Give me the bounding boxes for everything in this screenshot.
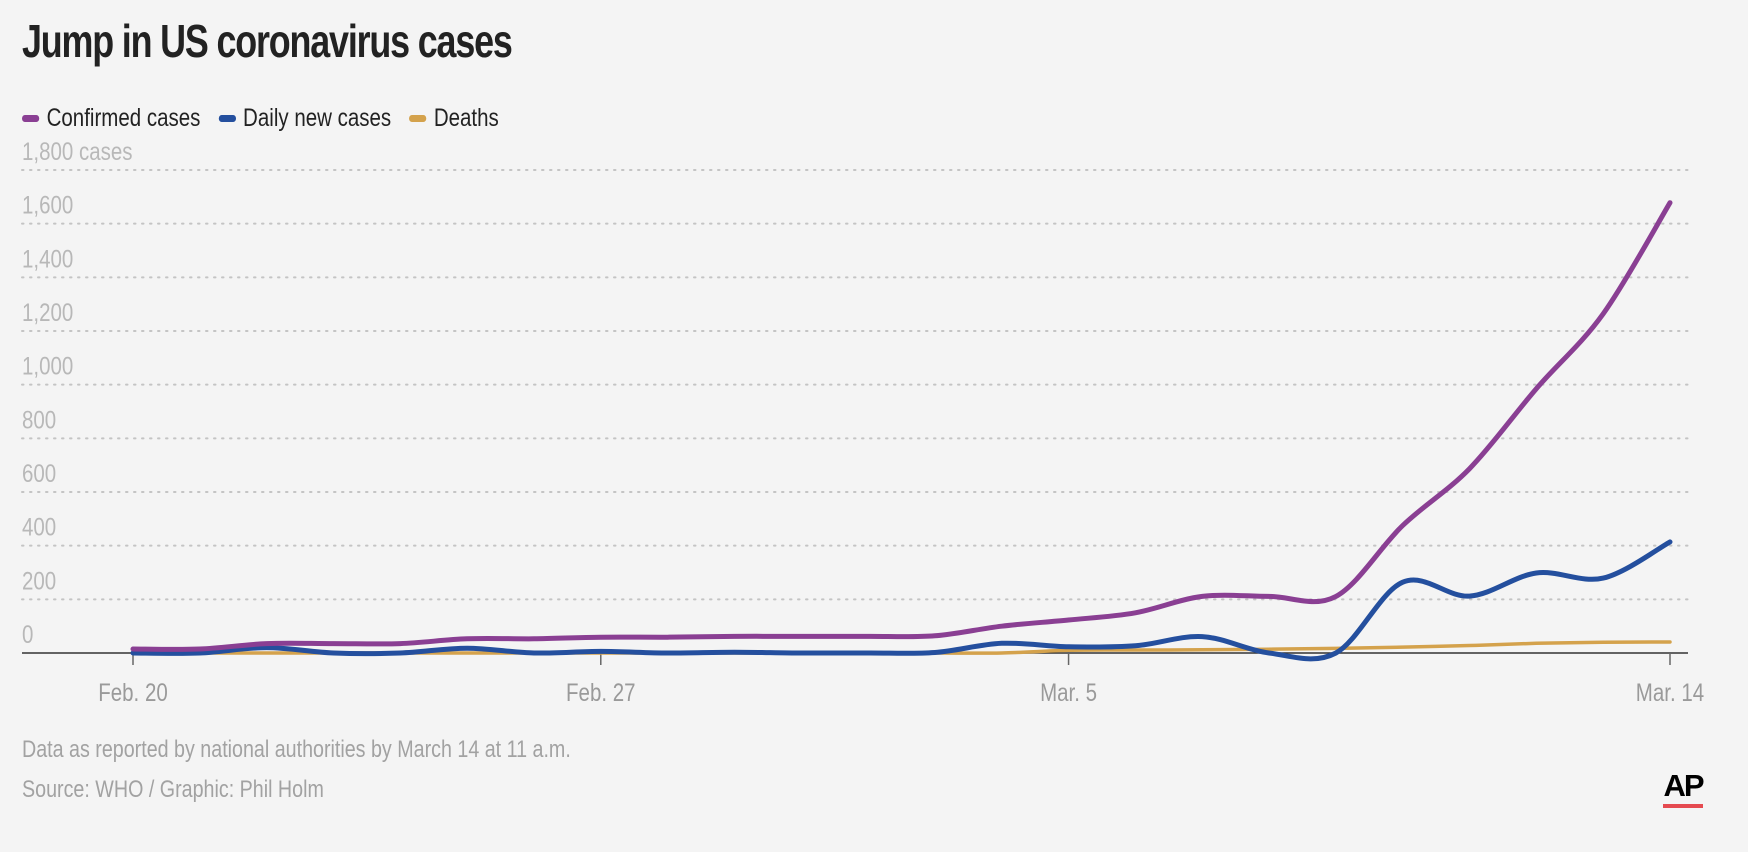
series-lines: [130, 200, 1673, 662]
data-note: Data as reported by national authorities…: [22, 736, 571, 763]
x-tick-label: Mar. 5: [1040, 678, 1097, 706]
x-tick-label: Feb. 20: [98, 678, 168, 706]
x-axis: Feb. 20 Feb. 27 Mar. 5 Mar. 14: [22, 652, 1705, 706]
ap-logo: AP: [1663, 768, 1705, 808]
legend-item-deaths: Deaths: [409, 104, 499, 133]
y-tick-label: 800: [22, 405, 56, 433]
y-tick-label: 0: [22, 620, 33, 648]
ap-logo-text: AP: [1663, 768, 1704, 803]
y-tick-label: 1,000: [22, 352, 73, 380]
gridlines: [21, 169, 1689, 601]
y-axis-ticks: 1,800 cases 1,600 1,400 1,200 1,000 800 600 400…: [22, 137, 133, 648]
y-tick-label: 1,200: [22, 298, 73, 326]
y-tick-label: 1,400: [22, 244, 73, 272]
y-tick-label: 1,800 cases: [22, 137, 133, 165]
ap-logo-bar: [1663, 804, 1703, 808]
x-tick-label: Mar. 14: [1636, 678, 1705, 706]
y-tick-label: 200: [22, 566, 56, 594]
legend-label-confirmed: Confirmed cases: [46, 104, 201, 132]
legend-label-deaths: Deaths: [433, 104, 499, 132]
series-line-confirmed-cases: [130, 200, 1673, 652]
legend-label-daily-new: Daily new cases: [243, 104, 392, 132]
x-tick-label: Feb. 27: [566, 678, 636, 706]
legend-swatch-deaths: [409, 115, 427, 122]
legend-swatch-confirmed: [22, 115, 40, 122]
y-tick-label: 600: [22, 459, 56, 487]
y-tick-label: 400: [22, 513, 56, 541]
chart-title: Jump in US coronavirus cases: [22, 15, 513, 67]
y-tick-label: 1,600: [22, 191, 73, 219]
legend: Confirmed cases Daily new cases Deaths: [22, 104, 517, 133]
legend-item-confirmed: Confirmed cases: [22, 104, 200, 133]
series-line-daily-new-cases: [130, 539, 1673, 662]
source-credit: Source: WHO / Graphic: Phil Holm: [22, 776, 324, 803]
legend-swatch-daily-new: [218, 115, 236, 122]
legend-item-daily-new: Daily new cases: [218, 104, 391, 133]
